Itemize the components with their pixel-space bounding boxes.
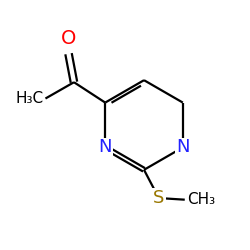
Text: O: O [61, 29, 76, 48]
Text: N: N [98, 138, 112, 156]
Text: H₃C: H₃C [16, 91, 44, 106]
Text: S: S [153, 189, 165, 207]
Text: N: N [176, 138, 190, 156]
Text: CH₃: CH₃ [188, 192, 216, 207]
